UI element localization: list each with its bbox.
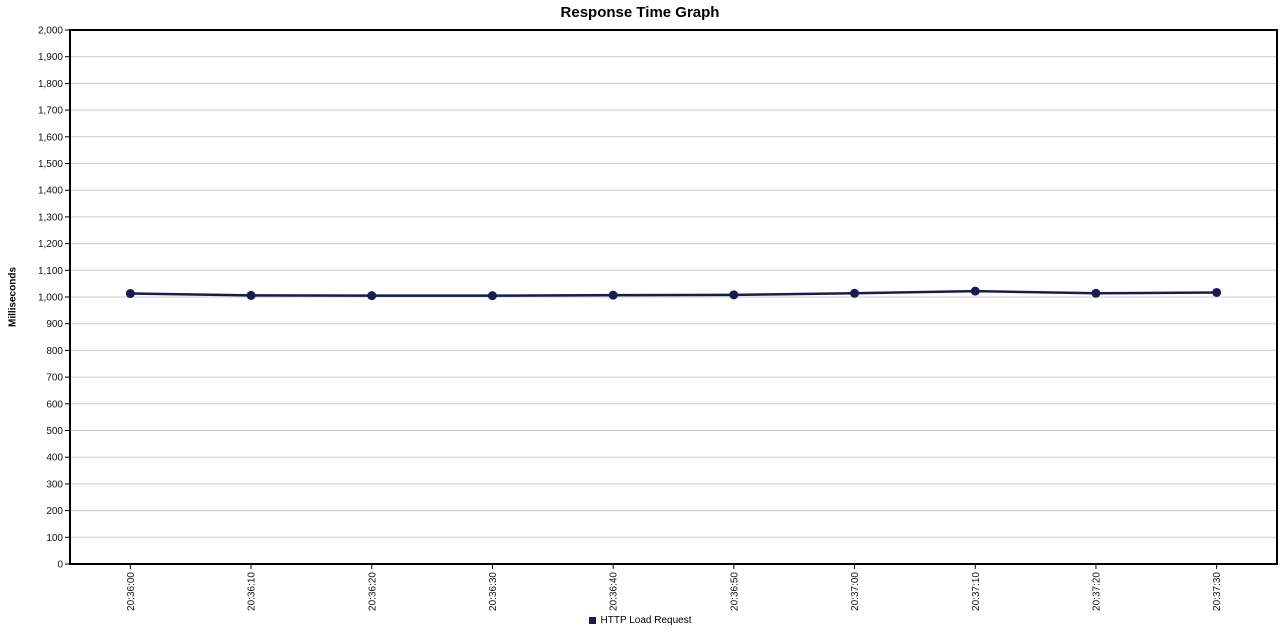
y-tick-label: 1,000 bbox=[38, 293, 63, 304]
x-tick-label: 20:36:40 bbox=[609, 572, 620, 611]
data-point bbox=[970, 286, 980, 296]
y-tick-label: 1,600 bbox=[38, 132, 63, 143]
y-tick-label: 0 bbox=[57, 560, 63, 571]
legend-swatch bbox=[588, 617, 596, 624]
x-tick-label: 20:37:20 bbox=[1091, 572, 1102, 611]
x-tick-label: 20:37:30 bbox=[1212, 572, 1223, 611]
data-point bbox=[850, 288, 860, 298]
y-tick-label: 600 bbox=[46, 399, 63, 410]
plot-border bbox=[69, 29, 1278, 565]
data-point bbox=[125, 289, 135, 299]
y-tick-label: 1,800 bbox=[38, 79, 63, 90]
legend-label: HTTP Load Request bbox=[600, 615, 692, 626]
x-tick-label: 20:37:10 bbox=[971, 572, 982, 611]
x-tick-label: 20:36:30 bbox=[488, 572, 499, 611]
y-tick-label: 1,100 bbox=[38, 266, 63, 277]
y-tick-label: 1,500 bbox=[38, 159, 63, 170]
legend: HTTP Load Request bbox=[0, 615, 1280, 626]
x-tick-label: 20:36:50 bbox=[729, 572, 740, 611]
y-tick-label: 500 bbox=[46, 426, 63, 437]
data-point bbox=[487, 291, 497, 301]
x-tick-label: 20:37:00 bbox=[850, 572, 861, 611]
y-tick-label: 300 bbox=[46, 479, 63, 490]
data-point bbox=[1091, 288, 1101, 298]
data-point bbox=[1212, 287, 1222, 297]
x-tick-label: 20:36:10 bbox=[247, 572, 258, 611]
data-point bbox=[608, 290, 618, 300]
data-point bbox=[367, 291, 377, 301]
y-tick-label: 1,400 bbox=[38, 186, 63, 197]
y-tick-label: 200 bbox=[46, 506, 63, 517]
y-tick-label: 900 bbox=[46, 319, 63, 330]
y-tick-label: 1,700 bbox=[38, 106, 63, 117]
data-point bbox=[729, 290, 739, 300]
x-tick-label: 20:36:00 bbox=[126, 572, 137, 611]
x-tick-label: 20:36:20 bbox=[367, 572, 378, 611]
y-tick-label: 1,200 bbox=[38, 239, 63, 250]
y-tick-label: 1,300 bbox=[38, 212, 63, 223]
y-tick-label: 2,000 bbox=[38, 26, 63, 37]
series-line bbox=[129, 289, 1218, 297]
y-tick-label: 100 bbox=[46, 533, 63, 544]
y-tick-label: 700 bbox=[46, 373, 63, 384]
y-tick-label: 1,900 bbox=[38, 52, 63, 63]
data-point bbox=[246, 290, 256, 300]
y-tick-label: 800 bbox=[46, 346, 63, 357]
y-tick-label: 400 bbox=[46, 453, 63, 464]
chart-title: Response Time Graph bbox=[560, 4, 720, 21]
